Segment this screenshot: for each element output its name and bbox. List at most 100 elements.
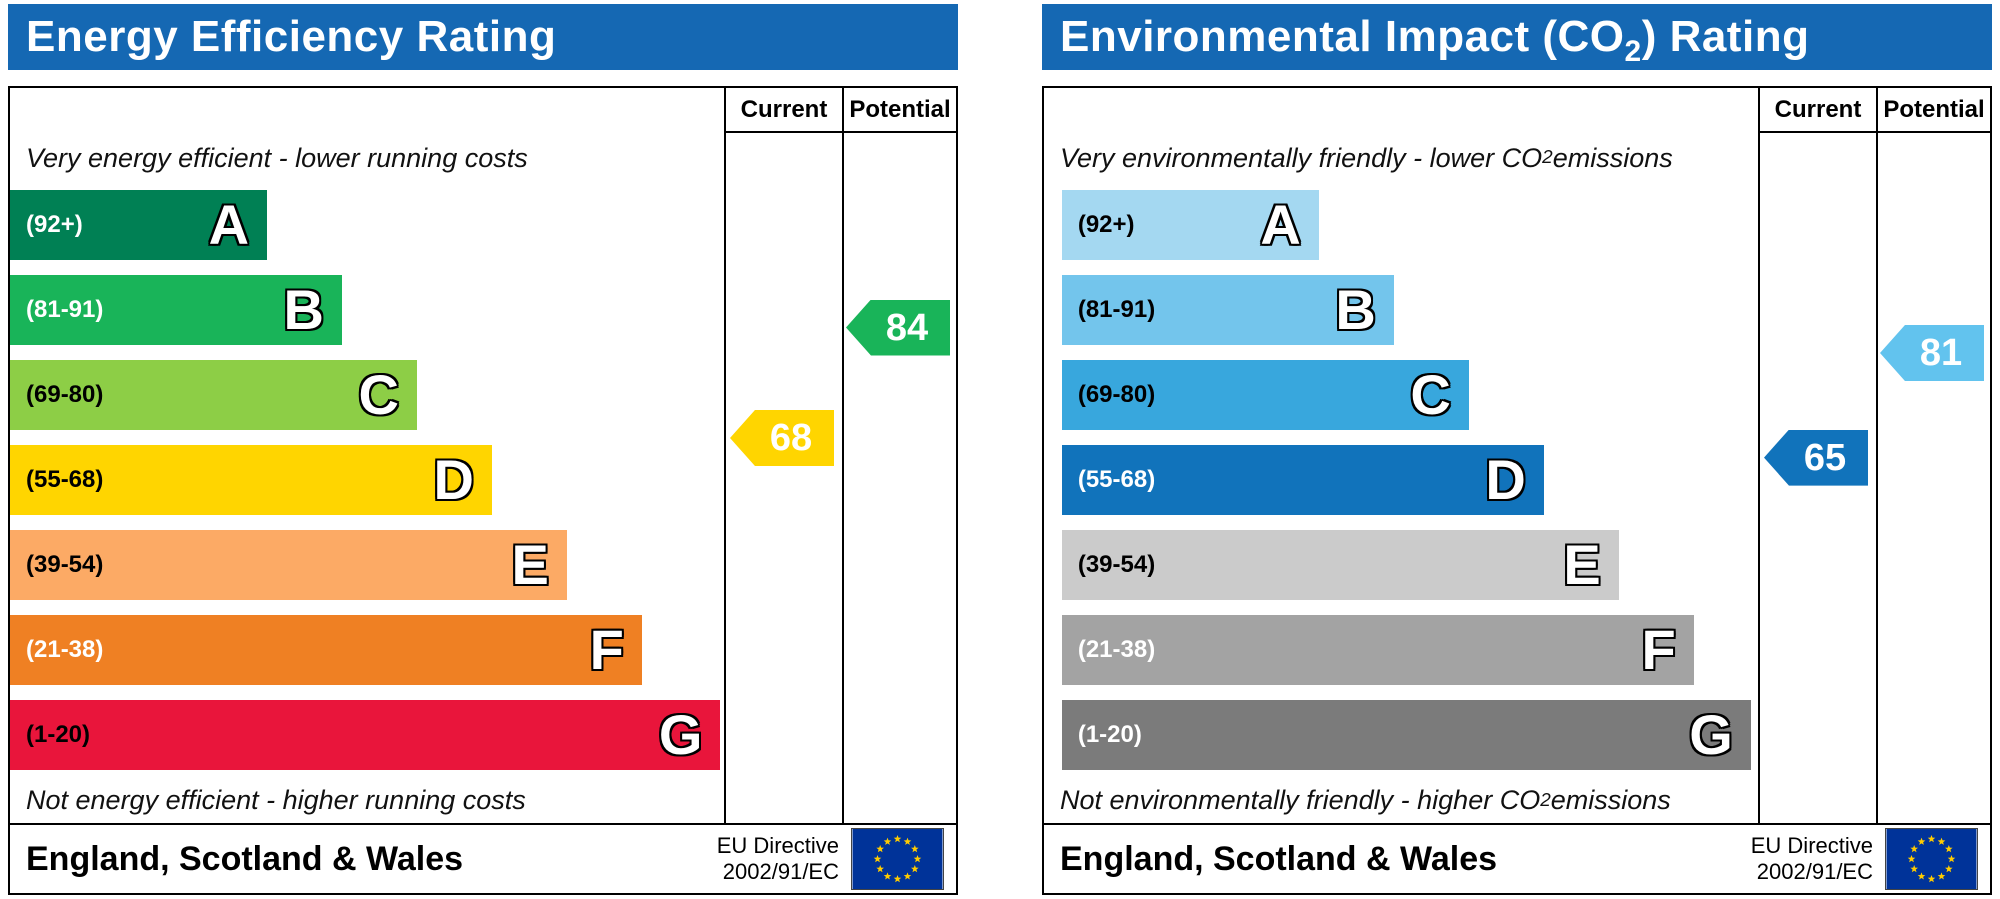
current-column-cell	[724, 268, 842, 353]
band-letter: C	[1410, 363, 1451, 426]
bottom-caption-text: Not environmentally friendly - higher CO	[1060, 785, 1541, 815]
band-row-a: (92+) A	[1044, 183, 1758, 268]
potential-column-cell	[842, 778, 956, 823]
band-bar-b: (81-91) B	[10, 275, 342, 345]
column-header-current: Current	[724, 88, 842, 133]
potential-rating-arrow: 81	[1880, 325, 1984, 381]
epc-table: Current Potential Very environmentally f…	[1042, 86, 1992, 895]
current-rating-value: 65	[1803, 436, 1847, 479]
potential-column-cell	[1876, 778, 1990, 823]
bottom-caption: Not environmentally friendly - higher CO…	[1060, 785, 1671, 815]
chart-header-bar: Energy Efficiency Rating	[8, 4, 958, 70]
current-column-cell	[1758, 608, 1876, 693]
bottom-caption-text: Not energy efficient - higher running co…	[26, 785, 526, 815]
footer-right: EU Directive 2002/91/EC	[717, 828, 944, 890]
chart-title-text: Environmental Impact (CO	[1060, 12, 1625, 61]
band-bar-g: (1-20) G	[1061, 700, 1751, 770]
epc-table: Current Potential Very energy efficient …	[8, 86, 958, 895]
current-column-cell	[724, 353, 842, 438]
current-column-cell	[1758, 133, 1876, 183]
band-bar-e: (39-54) E	[10, 530, 567, 600]
band-row-f: (21-38) F	[10, 608, 724, 693]
band-range-label: (92+)	[26, 211, 83, 238]
current-column-cell	[724, 693, 842, 778]
current-column-cell	[1758, 268, 1876, 353]
current-column-cell	[724, 608, 842, 693]
band-letter: A	[1260, 193, 1301, 256]
band-letter: G	[1689, 703, 1733, 766]
band-range-label: (81-91)	[1077, 296, 1156, 323]
band-row-c: (69-80) C	[1044, 353, 1758, 438]
eu-directive-line2: 2002/91/EC	[1756, 859, 1873, 884]
potential-column-cell	[1876, 268, 1990, 353]
band-range-label: (92+)	[1077, 211, 1135, 238]
potential-column-cell	[842, 608, 956, 693]
band-letter: B	[1335, 278, 1376, 341]
band-letter: B	[283, 278, 324, 341]
eu-flag-icon	[851, 828, 944, 890]
potential-column-cell	[1876, 183, 1990, 268]
band-row-g: (1-20) G	[10, 693, 724, 778]
band-bar-g: (1-20) G	[10, 700, 721, 770]
band-letter: E	[1563, 533, 1601, 596]
band-range-label: (55-68)	[26, 466, 104, 493]
band-letter: F	[589, 618, 624, 681]
band-letter: G	[658, 703, 703, 766]
band-range-label: (81-91)	[26, 296, 104, 323]
band-row-b: (81-91) B	[1044, 268, 1758, 353]
potential-column-cell	[842, 523, 956, 608]
footer-right: EU Directive 2002/91/EC	[1751, 828, 1978, 890]
current-rating-value: 68	[769, 417, 813, 459]
band-row-d: (55-68) D	[1044, 438, 1758, 523]
eu-directive-line1: EU Directive	[716, 832, 839, 858]
current-column-cell	[1758, 183, 1876, 268]
bottom-caption-text-post: emissions	[1550, 785, 1671, 815]
potential-column-cell	[842, 268, 956, 353]
top-caption: Very environmentally friendly - lower CO…	[1060, 142, 1673, 173]
eu-directive-line2: 2002/91/EC	[722, 859, 839, 884]
potential-column-cell	[842, 693, 956, 778]
current-rating-arrow: 68	[730, 410, 834, 466]
band-letter: A	[208, 193, 250, 256]
chart-footer: England, Scotland & Wales EU Directive 2…	[10, 823, 956, 893]
current-column-cell	[724, 183, 842, 268]
potential-column-cell	[1876, 608, 1990, 693]
column-header-potential: Potential	[842, 88, 956, 133]
eu-directive-label: EU Directive 2002/91/EC	[1751, 833, 1873, 886]
band-bar-c: (69-80) C	[10, 360, 417, 430]
band-row-g: (1-20) G	[1044, 693, 1758, 778]
potential-column-cell	[842, 438, 956, 523]
top-caption: Very energy efficient - lower running co…	[10, 133, 724, 183]
band-range-label: (21-38)	[26, 636, 104, 663]
column-header-current: Current	[1758, 88, 1876, 133]
potential-rating-arrow: 84	[846, 299, 950, 356]
potential-rating-value: 81	[1919, 332, 1963, 374]
band-range-label: (39-54)	[1077, 551, 1156, 578]
band-bar-a: (92+) A	[10, 190, 268, 260]
potential-column-cell	[1876, 523, 1990, 608]
current-column-cell	[1758, 438, 1876, 523]
band-bar-d: (55-68) D	[1061, 445, 1544, 515]
band-range-label: (1-20)	[26, 721, 91, 748]
top-caption-text: Very environmentally friendly - lower CO	[1060, 142, 1543, 173]
current-column-cell	[724, 133, 842, 183]
potential-column-cell	[1876, 353, 1990, 438]
current-column-cell	[1758, 693, 1876, 778]
eu-directive-line1: EU Directive	[1750, 832, 1873, 858]
chart-title-text: Energy Efficiency Rating	[26, 12, 557, 61]
top-caption-text: Very energy efficient - lower running co…	[26, 142, 528, 173]
region-label: England, Scotland & Wales	[1060, 839, 1498, 878]
energy-efficiency-chart: Energy Efficiency Rating Current Potenti…	[8, 4, 958, 895]
band-row-f: (21-38) F	[1044, 608, 1758, 693]
band-row-a: (92+) A	[10, 183, 724, 268]
band-bar-d: (55-68) D	[10, 445, 492, 515]
chart-header-bar: Environmental Impact (CO2) Rating	[1042, 4, 1992, 70]
band-range-label: (21-38)	[1077, 636, 1156, 663]
band-row-e: (39-54) E	[10, 523, 724, 608]
band-range-label: (39-54)	[26, 551, 104, 578]
band-row-b: (81-91) B	[10, 268, 724, 353]
current-rating-arrow: 65	[1764, 429, 1868, 486]
rating-grid: Current Potential Very environmentally f…	[1044, 88, 1990, 823]
eu-flag-icon	[1885, 828, 1978, 890]
chart-title: Energy Efficiency Rating	[26, 12, 556, 62]
